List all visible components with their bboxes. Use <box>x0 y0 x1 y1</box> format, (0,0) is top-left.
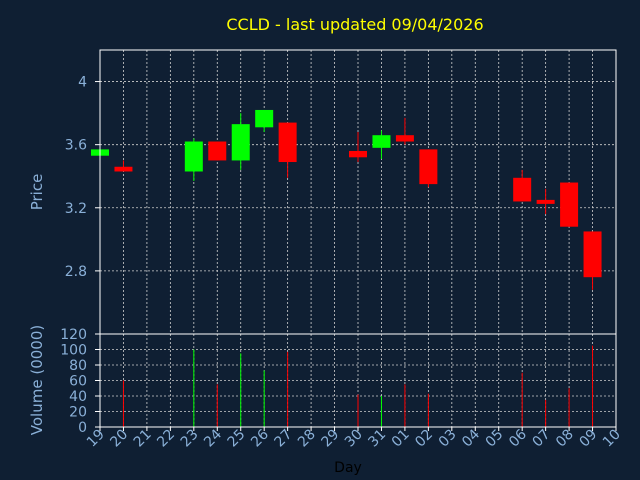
volume-tick-label: 60 <box>69 374 87 390</box>
volume-tick-label: 100 <box>60 343 87 359</box>
volume-axis-label: Volume (0000) <box>28 325 46 435</box>
x-tick-label: 05 <box>483 427 507 451</box>
volume-tick-label: 120 <box>60 327 87 343</box>
price-panel: 2.8 3.2 3.6 4 <box>65 49 617 335</box>
x-tick-label: 08 <box>553 427 577 451</box>
x-tick-label: 19 <box>84 427 108 451</box>
x-tick-label: 29 <box>318 427 342 451</box>
x-axis-label: Day <box>334 460 362 476</box>
candle-body-27 <box>278 122 297 163</box>
price-tick-label: 4 <box>78 75 87 91</box>
price-axis-label: Price <box>28 174 46 211</box>
x-tick-label: 09 <box>576 427 600 451</box>
x-tick-label: 02 <box>412 427 436 451</box>
x-tick-label: 28 <box>295 427 319 451</box>
x-tick-label: 03 <box>436 427 460 451</box>
price-tick-label: 3.6 <box>65 138 87 154</box>
volume-tick-label: 80 <box>69 358 87 374</box>
candle-body-25 <box>231 124 250 161</box>
candle-body-08 <box>560 182 579 227</box>
price-tick-label: 2.8 <box>65 264 87 280</box>
x-tick-label: 22 <box>154 427 178 451</box>
candle-body-23 <box>184 141 203 172</box>
x-tick-label: 20 <box>107 427 131 451</box>
candle-body-02 <box>419 149 438 185</box>
x-tick-label: 26 <box>248 426 272 450</box>
x-tick-label: 06 <box>506 426 530 450</box>
x-tick-label: 10 <box>600 427 624 451</box>
volume-tick-label: 40 <box>69 389 87 405</box>
x-tick-label: 04 <box>459 426 483 450</box>
x-tick-label: 21 <box>131 427 155 451</box>
volume-tick-label: 0 <box>78 420 87 436</box>
chart-title: CCLD - last updated 09/04/2026 <box>226 15 483 34</box>
volume-tick-label: 20 <box>69 405 87 421</box>
candle-body-20 <box>114 166 133 172</box>
x-tick-label: 24 <box>201 426 225 450</box>
candle-body-09 <box>583 231 602 278</box>
x-tick-label: 01 <box>389 427 413 451</box>
candle-body-30 <box>349 150 367 158</box>
x-tick-label: 27 <box>272 427 296 451</box>
candle-body-01 <box>395 135 414 142</box>
x-tick-label: 25 <box>225 427 249 451</box>
price-tick-label: 3.2 <box>65 201 87 217</box>
candle-body-06 <box>513 177 532 202</box>
x-tick-label: 30 <box>342 427 366 451</box>
x-tick-label: 07 <box>530 427 554 451</box>
x-axis: 19 20 21 22 23 24 25 26 27 28 29 30 31 01 02 03 04 05 06 07… <box>84 426 624 450</box>
candle-body-26 <box>255 109 274 128</box>
x-tick-label: 31 <box>365 427 389 451</box>
candle-body-31 <box>372 135 391 148</box>
candle-body-07 <box>536 199 555 204</box>
x-tick-label: 23 <box>178 427 202 451</box>
candle-body-24 <box>208 141 227 161</box>
